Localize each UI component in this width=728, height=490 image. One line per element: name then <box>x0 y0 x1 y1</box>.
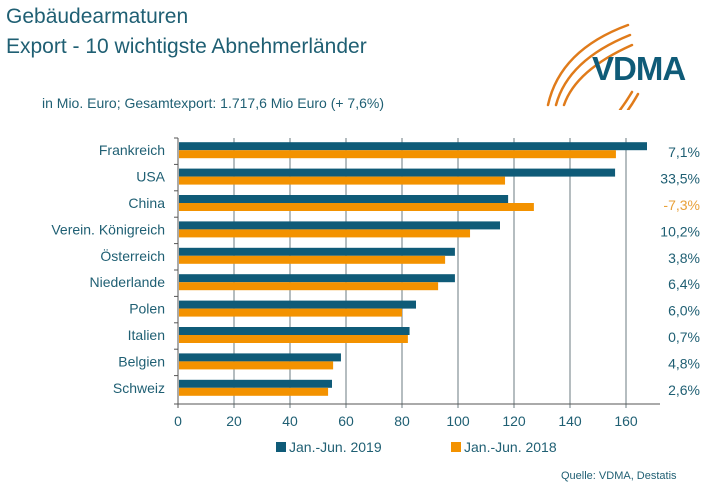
bar-2018 <box>179 176 506 185</box>
category-label: Italien <box>128 327 165 343</box>
category-label: Frankreich <box>99 142 165 158</box>
change-label: 6,4% <box>668 276 700 292</box>
bar-2019 <box>179 247 455 256</box>
bar-2019 <box>179 142 647 151</box>
category-label: USA <box>136 169 165 185</box>
change-label: 10,2% <box>660 223 700 239</box>
bar-2018 <box>179 203 534 211</box>
bar-2019 <box>179 168 616 177</box>
category-label: Polen <box>129 301 165 317</box>
bar-2019 <box>179 221 500 230</box>
bar-2018 <box>179 308 402 317</box>
x-tick-label: 0 <box>174 413 182 429</box>
logo-arcs-icon <box>546 23 640 112</box>
category-label: China <box>128 195 165 211</box>
x-tick-label: 160 <box>614 413 638 429</box>
x-tick-label: 100 <box>446 413 470 429</box>
legend-swatch-2019 <box>276 442 286 452</box>
category-label: Belgien <box>118 353 165 369</box>
legend-item-2018: Jan.-Jun. 2018 <box>451 439 557 455</box>
category-label: Verein. Königreich <box>51 221 165 237</box>
bar-2019 <box>179 353 341 362</box>
vdma-logo-text: VDMA <box>592 50 686 87</box>
bar-2019 <box>179 327 410 335</box>
legend-label-2018: Jan.-Jun. 2018 <box>464 439 557 455</box>
change-label: -7,3% <box>663 197 700 213</box>
change-label: 6,0% <box>668 303 700 319</box>
bar-2018 <box>179 361 334 370</box>
bar-2018 <box>179 387 329 396</box>
source-note: Quelle: VDMA, Destatis <box>561 470 677 482</box>
x-tick-label: 140 <box>558 413 582 429</box>
change-label: 0,7% <box>668 329 700 345</box>
category-label: Schweiz <box>113 380 165 396</box>
change-label: 3,8% <box>668 250 700 266</box>
x-tick-label: 80 <box>394 413 410 429</box>
chart-title-line1: Gebäudearmaturen <box>6 5 189 28</box>
bar-2019 <box>179 300 416 309</box>
x-tick-label: 60 <box>338 413 354 429</box>
change-label: 7,1% <box>668 144 700 160</box>
change-label: 2,6% <box>668 382 700 398</box>
change-label: 4,8% <box>668 355 700 371</box>
category-label: Niederlande <box>90 274 166 290</box>
bar-2019 <box>179 274 455 283</box>
chart-title-line2: Export - 10 wichtigste Abnehmerländer <box>6 35 367 58</box>
change-label: 33,5% <box>660 171 700 187</box>
x-tick-label: 40 <box>282 413 298 429</box>
legend-label-2019: Jan.-Jun. 2019 <box>289 439 382 455</box>
legend-swatch-2018 <box>451 442 461 452</box>
x-tick-label: 120 <box>502 413 526 429</box>
x-tick-label: 20 <box>226 413 242 429</box>
vdma-logo <box>540 10 728 112</box>
category-label: Österreich <box>100 247 165 264</box>
chart-subtitle: in Mio. Euro; Gesamtexport: 1.717,6 Mio … <box>42 95 384 111</box>
bar-2018 <box>179 282 439 291</box>
bar-2018 <box>179 335 408 343</box>
bar-2018 <box>179 229 471 238</box>
bar-2018 <box>179 255 446 264</box>
bar-2018 <box>179 150 616 159</box>
bar-2019 <box>179 195 509 203</box>
bar-2019 <box>179 379 332 388</box>
legend-item-2019: Jan.-Jun. 2019 <box>276 439 382 455</box>
